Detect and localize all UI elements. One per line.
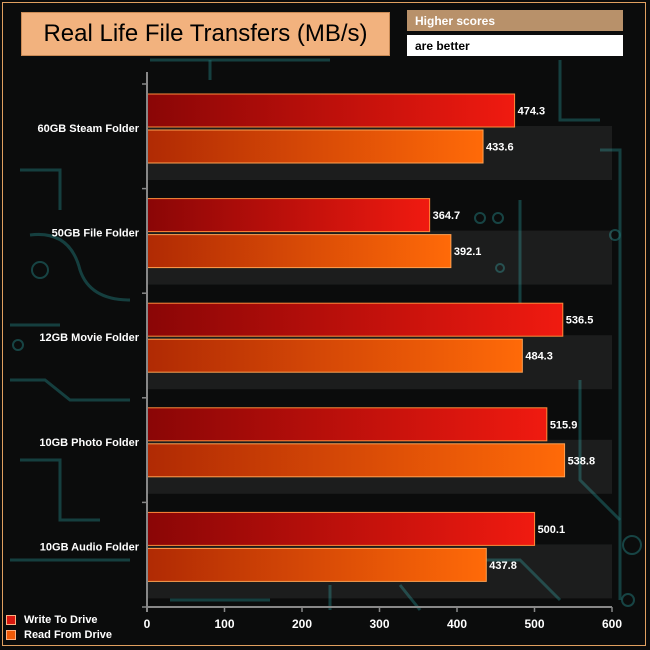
x-tick-label: 400 [447,617,467,631]
circuit-node [12,339,24,351]
chart-title: Real Life File Transfers (MB/s) [21,12,390,56]
circuit-node [622,535,642,555]
bar-write [146,93,516,128]
data-label-write: 474.3 [518,106,546,118]
bar-read [146,129,484,164]
data-label-read: 538.8 [568,455,596,467]
x-tick-label: 0 [144,617,151,631]
bar-write [146,511,536,546]
circuit-node [474,212,486,224]
data-label-write: 536.5 [566,315,594,327]
circuit-node [492,212,504,224]
x-tick-label: 100 [214,617,234,631]
legend-label-read: Read From Drive [24,628,113,641]
legend-swatch-write [6,614,16,625]
data-label-read: 437.8 [489,560,517,572]
legend-label-write: Write To Drive [24,613,98,626]
legend-item-read: Read From Drive [6,627,112,642]
legend-item-write: Write To Drive [6,612,112,627]
category-label: 10GB Photo Folder [39,437,139,449]
circuit-trace [398,584,422,611]
circuit-trace [20,168,62,210]
category-label: 60GB Steam Folder [38,123,140,135]
circuit-node [31,261,49,279]
bar-write [146,302,564,337]
circuit-trace [10,378,130,402]
x-tick-label: 500 [524,617,544,631]
bar-read [146,547,487,582]
data-label-write: 364.7 [433,210,461,222]
circuit-trace [20,458,100,522]
note-higher-scores: Higher scores [407,10,623,31]
category-label: 50GB File Folder [52,228,140,240]
data-label-write: 515.9 [550,419,578,431]
axes: 60GB Steam Folder 50GB File Folder 12GB Mo… [38,72,622,631]
x-tick-label: 200 [292,617,312,631]
bar-read [146,443,566,478]
circuit-node [495,263,505,273]
circuit-trace [600,148,622,600]
x-tick-label: 600 [602,617,622,631]
category-label: 12GB Movie Folder [39,332,139,344]
note-are-better: are better [407,35,623,56]
data-label-read: 484.3 [525,351,553,363]
data-label-read: 433.6 [486,142,514,154]
circuit-trace [29,232,131,302]
circuit-trace [558,60,600,122]
bar-write [146,198,431,233]
circuit-node [609,229,621,241]
legend: Write To Drive Read From Drive [6,612,112,642]
bar-read [146,338,523,373]
category-label: 10GB Audio Folder [40,541,140,553]
circuit-node [621,593,635,607]
bar-write [146,407,548,442]
data-label-read: 392.1 [454,246,482,258]
data-label-write: 500.1 [538,524,566,536]
circuit-trace [578,380,622,522]
legend-swatch-read [6,629,16,640]
bar-read [146,234,452,269]
x-tick-label: 300 [369,617,389,631]
